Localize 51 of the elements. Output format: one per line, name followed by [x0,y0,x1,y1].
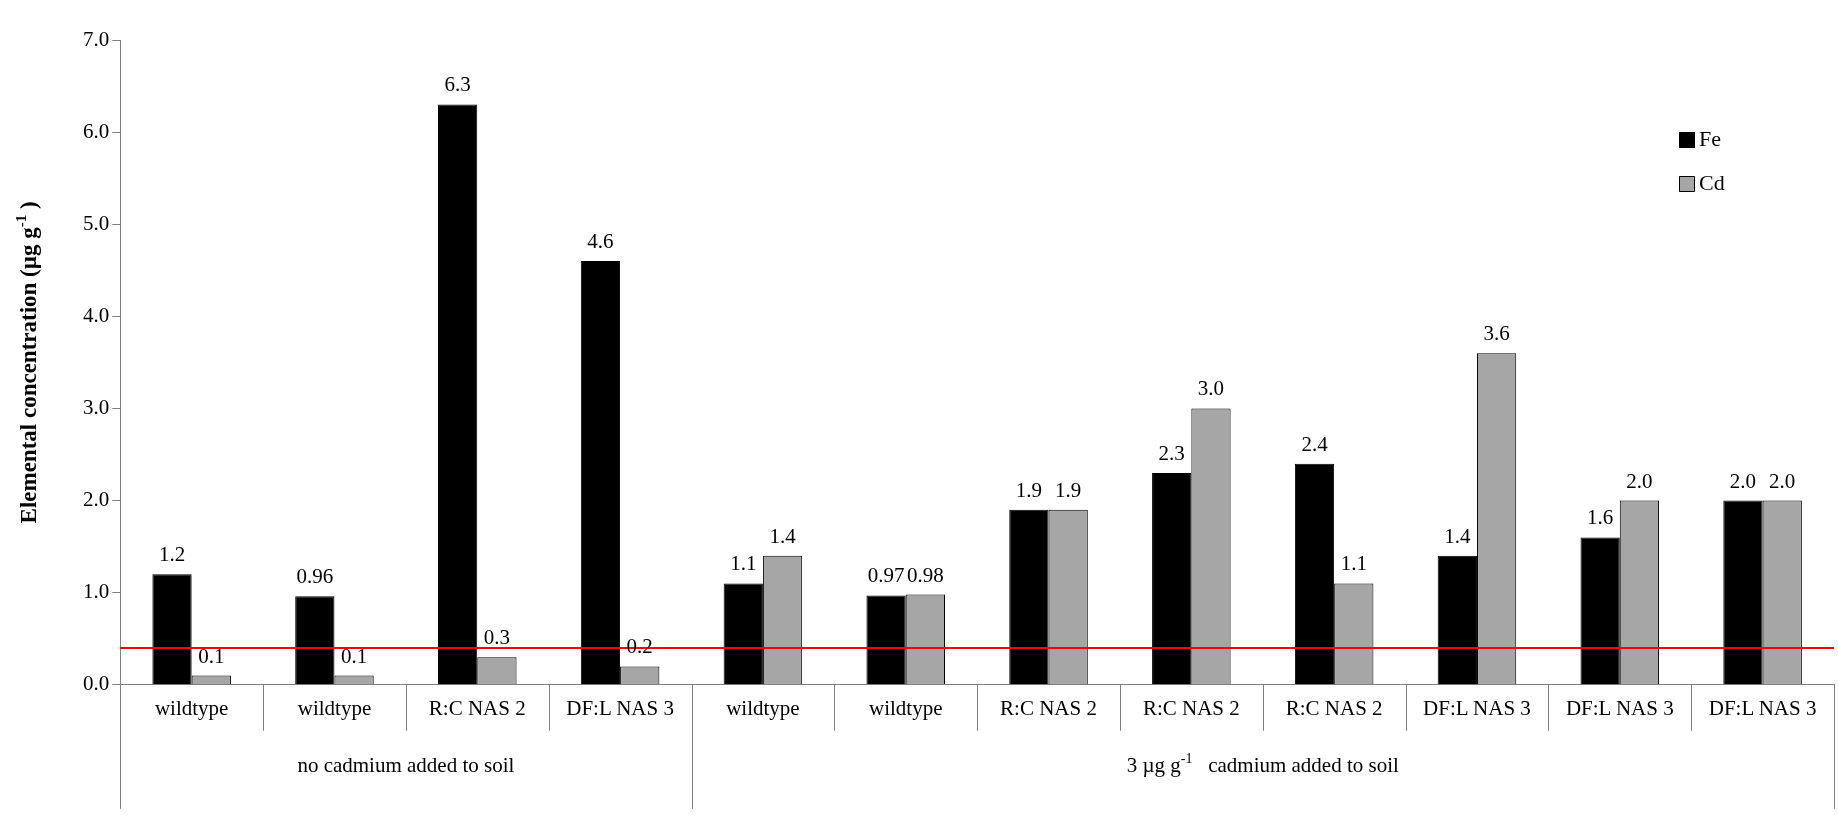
data-label: 2.0 [1626,468,1653,493]
y-tick-label: 6.0 [83,118,110,143]
y-axis-title: Elemental concentration (µg g-1 ) [12,201,41,524]
data-label: 1.6 [1587,505,1614,530]
x-tick-label: DF:L NAS 3 [1423,695,1531,720]
x-tick-label: wildtype [726,695,800,720]
data-label: 0.96 [296,564,334,589]
x-tick-label: wildtype [297,695,372,720]
x-tick-label: wildtype [154,695,229,720]
text: no cadmium added to soil [297,753,515,778]
bar [580,261,621,685]
data-label: 1.4 [769,523,797,548]
x-tick-label: DF:L NAS 3 [1565,695,1674,720]
x-tick-label: R:C NAS 2 [1285,695,1383,720]
data-label: 2.0 [1729,468,1757,493]
y-tick-label: 0.0 [83,671,110,696]
bar [1152,472,1192,685]
data-label: 0.98 [906,562,944,587]
data-label: 0.1 [198,643,225,668]
data-label: 0.3 [483,625,511,650]
y-tick-label: 1.0 [83,579,110,604]
y-tick-label: 3.0 [83,394,110,419]
data-label: 1.9 [1015,477,1043,502]
data-label: 3.6 [1483,321,1510,346]
x-tick-label: R:C NAS 2 [428,695,526,720]
y-tick-label: 5.0 [83,210,110,235]
y-tick-label: 4.0 [83,302,110,327]
data-label: 3.0 [1197,376,1225,401]
legend-label: Cd [1699,169,1725,195]
x-tick-label: R:C NAS 2 [1000,695,1097,720]
data-label: 2.0 [1769,468,1796,493]
bar [1294,463,1335,685]
legend-label: Fe [1699,125,1721,151]
data-label: 1.2 [158,542,186,567]
data-label: 2.3 [1158,440,1185,465]
data-label: 1.1 [1340,551,1367,576]
data-label: 2.4 [1301,431,1329,456]
x-tick-label: DF:L NAS 3 [1708,695,1817,720]
y-tick-label: 7.0 [83,26,110,51]
data-label: 1.4 [1444,523,1471,548]
x-tick-label: wildtype [868,695,943,720]
x-tick-label: DF:L NAS 3 [566,695,674,720]
data-label: 0.97 [867,563,905,588]
data-label: 6.3 [444,72,471,97]
x-tick-label: R:C NAS 2 [1142,695,1240,720]
y-tick-label: 2.0 [83,487,110,512]
data-label: 0.1 [340,643,368,668]
data-label: 1.9 [1055,477,1082,502]
bar [438,104,478,685]
data-label: 4.6 [587,229,614,254]
data-label: 1.1 [730,551,757,576]
